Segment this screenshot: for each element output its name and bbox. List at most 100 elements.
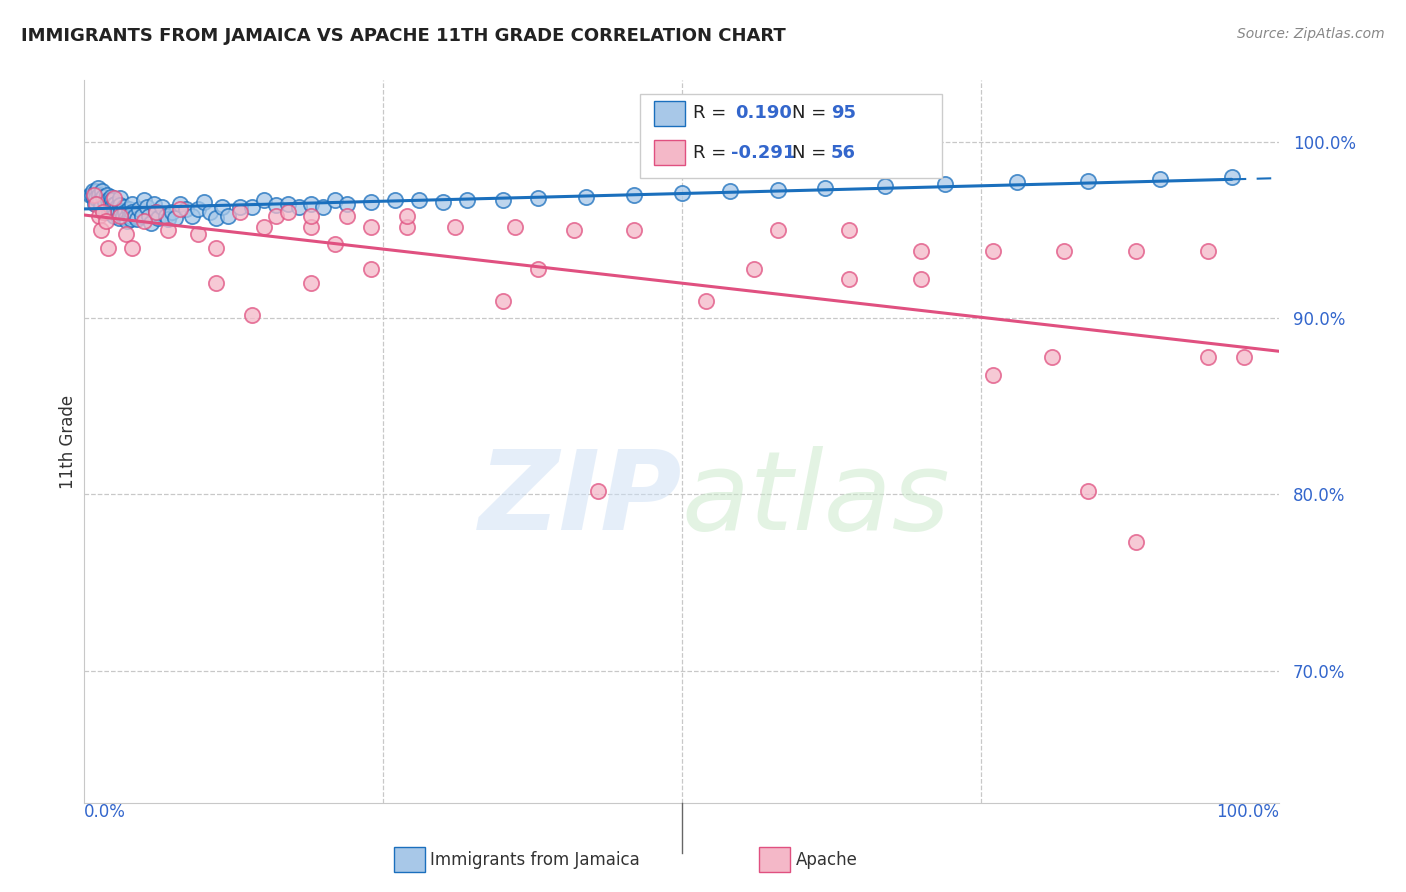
Point (277, 196, 299, 211)
Point (96, 187, 118, 202)
Point (169, 202, 191, 216)
Point (492, 193, 515, 207)
Point (110, 191, 132, 205)
Point (155, 209, 177, 223)
Point (110, 209, 132, 223)
Point (253, 193, 276, 207)
Point (564, 223, 586, 237)
Point (527, 261, 550, 276)
Text: N =: N = (792, 144, 831, 161)
Point (301, 219, 323, 234)
Point (165, 211, 187, 225)
Point (838, 272, 860, 286)
Point (105, 200, 128, 214)
Point (117, 202, 139, 216)
Point (1005, 176, 1028, 190)
Point (141, 216, 163, 230)
Point (301, 209, 323, 223)
Point (336, 196, 359, 211)
Point (312, 200, 335, 214)
Point (87, 187, 110, 202)
Point (97, 200, 120, 214)
Point (90, 223, 112, 237)
Point (111, 209, 134, 223)
Point (118, 209, 141, 223)
Point (121, 196, 143, 211)
Point (115, 227, 138, 241)
Point (187, 227, 209, 241)
Point (150, 200, 173, 214)
Point (360, 194, 382, 209)
Text: R =: R = (693, 104, 733, 122)
Point (104, 196, 127, 211)
Point (264, 209, 287, 223)
Point (1125, 535, 1147, 549)
Point (325, 193, 347, 207)
Point (110, 198, 132, 212)
Point (253, 219, 276, 234)
Point (120, 212, 142, 227)
Point (575, 189, 598, 203)
Point (205, 241, 228, 255)
Point (101, 198, 124, 212)
Point (86, 191, 108, 205)
Point (981, 244, 1004, 259)
Point (90, 200, 112, 214)
Point (336, 209, 359, 223)
Point (588, 483, 610, 498)
Point (766, 223, 789, 237)
Point (240, 200, 263, 214)
Point (671, 186, 693, 200)
Point (128, 202, 150, 216)
Text: 100.0%: 100.0% (1216, 803, 1279, 821)
Point (138, 209, 160, 223)
Point (1220, 170, 1243, 185)
Text: IMMIGRANTS FROM JAMAICA VS APACHE 11TH GRADE CORRELATION CHART: IMMIGRANTS FROM JAMAICA VS APACHE 11TH G… (21, 27, 786, 45)
Point (117, 214, 139, 228)
Point (97, 241, 120, 255)
Point (193, 194, 215, 209)
Point (814, 181, 837, 195)
Point (80, 187, 103, 202)
Point (112, 200, 135, 214)
Point (101, 193, 124, 207)
Point (875, 179, 897, 194)
Point (83, 191, 105, 205)
Point (93, 205, 115, 219)
Point (1197, 350, 1219, 364)
Point (1149, 172, 1171, 186)
Text: Immigrants from Jamaica: Immigrants from Jamaica (430, 851, 640, 869)
Point (1077, 483, 1099, 498)
Point (86, 181, 108, 195)
Text: -0.291: -0.291 (731, 144, 796, 161)
Point (301, 276, 323, 290)
Point (408, 193, 430, 207)
Point (981, 368, 1004, 382)
Text: 0.190: 0.190 (735, 104, 792, 122)
Point (94, 205, 117, 219)
Point (205, 211, 228, 225)
Point (103, 209, 125, 223)
Point (86, 184, 108, 198)
Point (503, 219, 526, 234)
Point (107, 205, 129, 219)
Point (934, 178, 956, 192)
Point (264, 198, 287, 212)
Point (142, 196, 165, 211)
Point (84, 196, 107, 211)
Point (360, 219, 382, 234)
Point (98, 205, 121, 219)
Text: N =: N = (792, 104, 831, 122)
Point (910, 272, 932, 286)
Point (1042, 350, 1064, 364)
Point (910, 244, 932, 259)
Point (229, 200, 252, 214)
Point (82, 184, 104, 198)
Point (157, 223, 180, 237)
Point (83, 187, 105, 202)
Point (198, 205, 221, 219)
Point (148, 211, 170, 225)
Point (157, 212, 180, 227)
Text: 95: 95 (831, 104, 856, 122)
Point (742, 261, 765, 276)
